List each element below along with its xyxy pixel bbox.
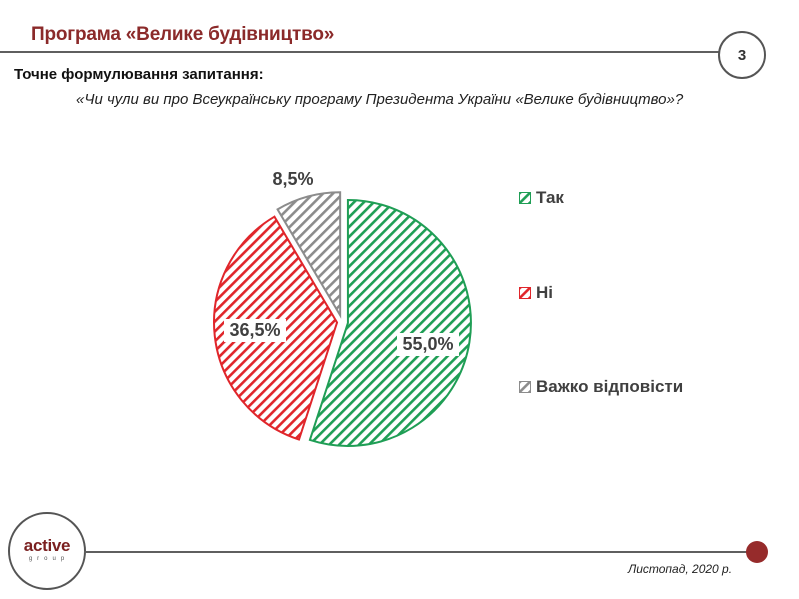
- company-logo: active group: [8, 512, 86, 590]
- svg-text:36,5%: 36,5%: [229, 320, 280, 340]
- footer-date: Листопад, 2020 р.: [628, 562, 733, 576]
- question-label: Точне формулювання запитання:: [14, 66, 264, 83]
- legend-label: Так: [536, 188, 564, 207]
- header-divider: [0, 51, 722, 53]
- page-number-badge: 3: [718, 31, 766, 79]
- data-label: 36,5%: [224, 319, 286, 342]
- svg-text:8,5%: 8,5%: [272, 169, 313, 189]
- legend-swatch-gray-icon: [519, 381, 531, 393]
- svg-text:55,0%: 55,0%: [402, 334, 453, 354]
- legend-label: Ні: [536, 283, 553, 302]
- pie-slice-yes: [308, 198, 472, 447]
- data-label: 8,5%: [272, 169, 313, 189]
- legend-item-hard-to-say: Важко відповісти: [519, 377, 683, 397]
- logo-text: active: [23, 536, 71, 555]
- legend-label: Важко відповісти: [536, 377, 684, 396]
- page-title: Програма «Велике будівництво»: [31, 24, 335, 45]
- logo-subtext: group: [28, 556, 70, 562]
- question-text: «Чи чули ви про Всеукраїнську програму П…: [76, 91, 684, 108]
- data-label: 55,0%: [397, 333, 459, 356]
- page-number: 3: [737, 46, 747, 64]
- pie-slice-hard-to-say: [276, 191, 342, 319]
- footer-accent-dot: [746, 541, 768, 563]
- legend-swatch-green-icon: [519, 192, 531, 204]
- legend-item-no: Ні: [519, 283, 553, 303]
- footer-divider: [84, 551, 754, 553]
- legend-swatch-red-icon: [519, 287, 531, 299]
- legend-item-yes: Так: [519, 188, 564, 208]
